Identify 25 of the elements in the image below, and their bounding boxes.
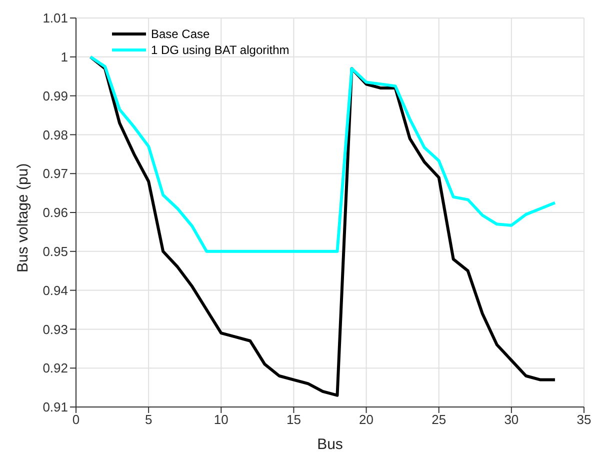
y-axis-title: Bus voltage (pu) [14, 163, 32, 272]
y-tick-label: 0.92 [42, 360, 68, 376]
legend-label: Base Case [151, 27, 210, 41]
x-tick-label: 20 [359, 412, 374, 428]
x-tick-label: 35 [576, 412, 592, 428]
x-tick-label: 5 [144, 412, 152, 428]
y-tick-label: 0.95 [42, 244, 68, 260]
legend-label: 1 DG using BAT algorithm [151, 43, 290, 57]
x-tick-label: 10 [214, 412, 228, 428]
x-tick-label: 0 [72, 412, 80, 428]
y-tick-label: 0.93 [42, 322, 68, 337]
y-tick-label: 0.91 [42, 400, 68, 415]
x-axis-title: Bus [317, 436, 343, 453]
y-tick-label: 1 [60, 50, 68, 65]
x-tick-label: 15 [286, 412, 301, 428]
y-tick-label: 0.98 [42, 127, 68, 142]
y-tick-label: 0.94 [42, 282, 68, 298]
line-series [89, 55, 556, 253]
x-tick-label: 30 [504, 412, 519, 428]
y-tick-label: 0.96 [42, 205, 68, 220]
y-tick-label: 0.99 [42, 88, 68, 104]
y-tick-label: 1.01 [42, 10, 68, 26]
y-tick-label: 0.97 [42, 166, 68, 182]
line-series [89, 55, 556, 397]
x-tick-label: 25 [432, 412, 446, 428]
